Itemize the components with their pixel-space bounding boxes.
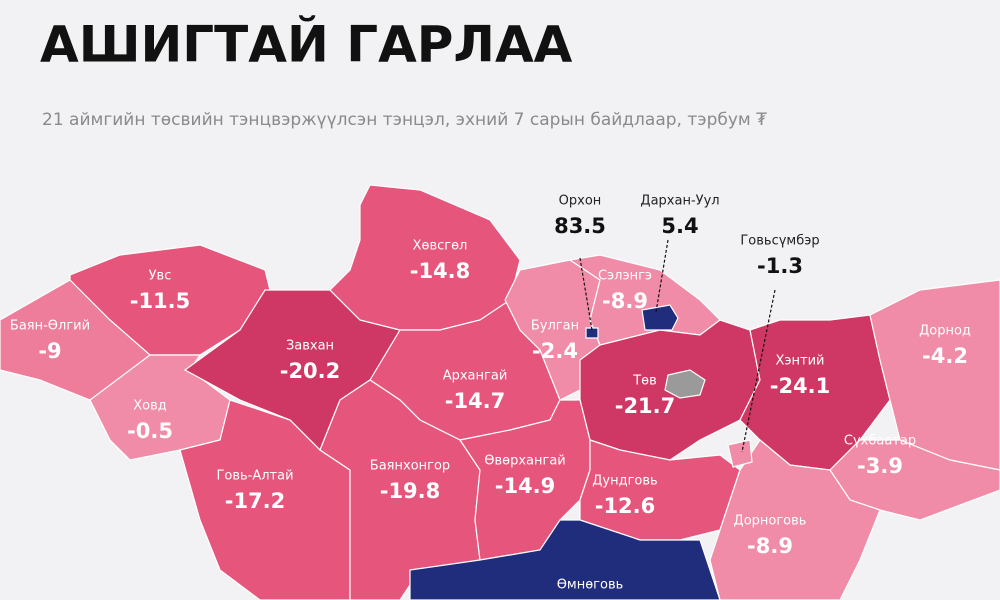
map: Увс -11.5 Баян-Өлгий -9 Ховд -0.5 Завхан -20.2 Х… [0,184,1000,600]
region-value: -8.9 [747,534,793,558]
region-value: -24.1 [770,374,831,398]
region-value: -21.7 [615,394,676,418]
region-name: Сэлэнгэ [598,269,652,284]
region-name: Булган [531,319,579,334]
region-value: -4.2 [922,344,968,368]
capital-area [664,369,706,399]
region-value: -14.7 [445,389,506,413]
callout-line [579,257,593,331]
region-value: -11.5 [130,289,191,313]
region-name: Дорноговь [734,514,807,529]
region-value: -0.5 [127,419,173,443]
region-value: -2.4 [532,339,578,363]
region [727,439,753,468]
region-name: Дорнод [919,324,971,339]
region-value: -17.2 [225,489,286,513]
region-name: Өвөрхангай [484,454,566,469]
region-value: -1.3 [757,254,803,278]
region-value: 83.5 [554,214,606,238]
region-name: Архангай [443,369,508,384]
region-name: Дархан-Уул [640,194,719,209]
region [641,304,679,331]
region-value: -14.8 [410,259,471,283]
region-value: 5.4 [661,214,698,238]
region-name: Хөвсгөл [413,239,468,254]
region-name: Төв [632,374,657,389]
region-value: -3.9 [857,454,903,478]
region-name: Ховд [133,399,167,414]
region-name: Хэнтий [775,354,824,369]
callout-line [741,289,776,453]
title: АШИГТАЙ ГАРЛАА [40,15,573,74]
region [585,327,599,339]
region-name: Орхон [559,194,602,209]
subtitle: 21 аймгийн төсвийн тэнцвэржүүлсэн тэнцэл… [42,110,767,130]
region-name: Сүхбаатар [844,434,916,449]
region-value: -19.8 [380,479,441,503]
region-name: Дундговь [592,474,657,489]
region-name: Завхан [286,339,334,354]
region-value: -9 [38,339,61,363]
region-value: -8.9 [602,289,648,313]
region-name: Баян-Өлгий [10,319,90,334]
region-name: Говь-Алтай [216,469,293,484]
region-name: Баянхонгор [370,459,450,474]
region-value: -12.6 [595,494,656,518]
region-value: -20.2 [280,359,341,383]
region-name: Говьсүмбэр [740,234,819,249]
region [409,519,721,600]
region [709,439,881,600]
region-name: Увс [149,269,172,284]
region-name: Өмнөговь [557,578,624,593]
region [329,184,521,331]
region-value: -14.9 [495,474,556,498]
callout-line [655,239,669,313]
